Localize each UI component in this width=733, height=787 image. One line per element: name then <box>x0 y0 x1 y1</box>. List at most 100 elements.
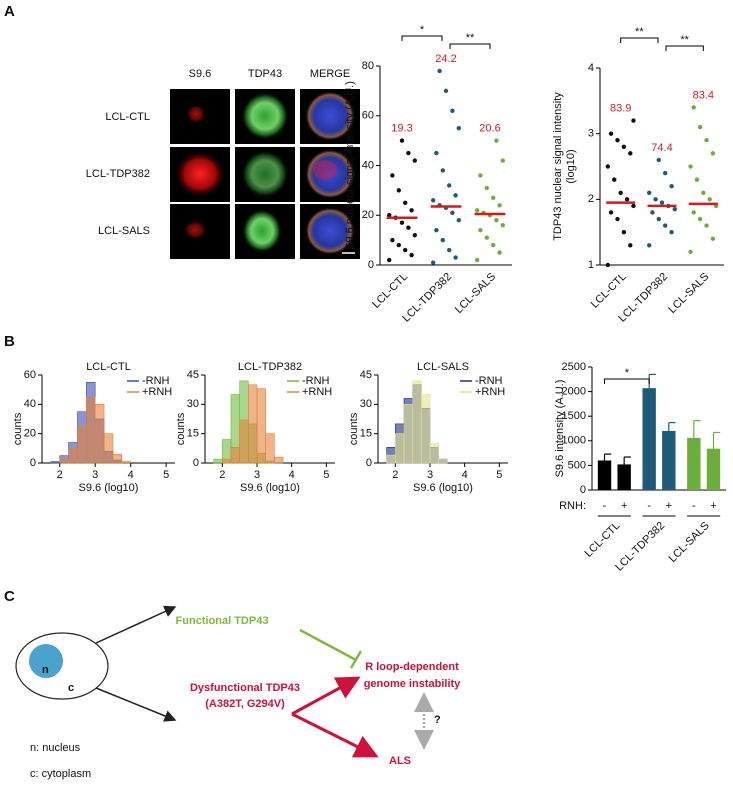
dot <box>456 125 461 131</box>
value-label: 83.9 <box>610 102 631 114</box>
x-tick-label: LCL-CTL <box>589 271 629 311</box>
x-tick-label: 5 <box>163 469 169 481</box>
panel-label: B <box>4 333 15 350</box>
histogram-bar <box>68 448 78 464</box>
dot <box>450 210 455 215</box>
dot <box>653 197 658 202</box>
y-axis-label: counts <box>348 412 360 445</box>
value-label: 20.6 <box>479 123 500 135</box>
dot <box>478 173 483 178</box>
value-label: 74.4 <box>651 142 672 154</box>
histogram-bar <box>103 433 114 464</box>
sub-category-label: + <box>666 500 672 512</box>
x-tick-label: LCL-CTL <box>582 520 622 560</box>
histogram-bar <box>412 380 422 464</box>
column-header: TDP43 <box>248 68 282 80</box>
dot <box>412 232 417 238</box>
nucleus-label: n <box>42 664 49 676</box>
x-tick-label: 4 <box>462 469 468 481</box>
y-axis-label: counts <box>175 412 187 445</box>
dot <box>491 195 496 201</box>
dot <box>704 138 709 143</box>
significance-bracket <box>401 35 443 41</box>
row-label: LCL-TDP382 <box>86 168 150 180</box>
x-tick-label: 4 <box>128 469 134 481</box>
y-tick-label: 3 <box>588 128 594 140</box>
panel-label: C <box>4 588 15 605</box>
dot <box>663 223 668 228</box>
dot <box>656 157 661 163</box>
dot <box>406 150 411 156</box>
dot <box>440 168 445 173</box>
significance-bracket <box>604 378 650 384</box>
dot <box>437 68 442 74</box>
dot <box>403 247 408 253</box>
legend-label: +RNH <box>302 386 332 398</box>
y-tick-label: 2500 <box>562 361 586 373</box>
dot <box>399 138 405 143</box>
legend-text: n: nucleus <box>30 742 81 754</box>
y-tick-label: 20 <box>362 209 374 221</box>
dot <box>694 177 700 182</box>
dysfunctional-label: Dysfunctional TDP43 <box>190 682 300 694</box>
x-tick-label: 2 <box>57 469 63 481</box>
dot <box>628 243 633 248</box>
dot <box>659 200 665 205</box>
dot <box>434 227 439 233</box>
value-label: 83.4 <box>693 89 714 101</box>
y-tick-label: 80 <box>362 60 374 72</box>
dot <box>390 173 395 178</box>
dot <box>688 249 693 255</box>
y-axis-label: (log10) <box>565 149 577 183</box>
y-axis-label: TDP43 nuclear signal intensity <box>552 92 564 241</box>
dot <box>443 88 449 94</box>
histogram-bar <box>86 396 96 464</box>
dot <box>631 118 636 123</box>
dot <box>399 220 405 225</box>
bar <box>706 448 721 490</box>
legend-label: -RNH <box>475 375 503 387</box>
dot <box>387 213 392 218</box>
x-axis-label: S9.6 (log10) <box>240 482 300 494</box>
dot <box>406 225 411 230</box>
dot <box>608 131 614 136</box>
dot <box>453 255 458 260</box>
dot <box>440 237 445 243</box>
dot <box>500 158 505 163</box>
y-tick-label: 30 <box>360 398 372 410</box>
dot <box>494 138 499 143</box>
significance-bracket <box>620 37 659 43</box>
dot <box>491 242 496 248</box>
dot <box>612 177 617 182</box>
x-tick-label: 5 <box>496 469 502 481</box>
dot <box>615 138 620 143</box>
y-tick-label: 0 <box>366 457 372 469</box>
y-tick-label: 1500 <box>562 410 586 422</box>
dot <box>403 200 408 206</box>
histogram-bar <box>77 426 87 464</box>
legend-label: -RNH <box>142 375 170 387</box>
panel-label: A <box>4 3 15 20</box>
diagram: n c Functional TDP43 Dysfunctional TDP43… <box>15 605 461 780</box>
dot <box>707 197 712 202</box>
sub-category-label: - <box>647 500 651 512</box>
sub-category-label: - <box>692 500 696 512</box>
dot <box>484 185 489 191</box>
dot <box>390 237 395 243</box>
histogram-bar <box>248 384 258 464</box>
bar <box>687 437 701 490</box>
dot <box>412 158 417 163</box>
x-tick-label: LCL-SALS <box>666 271 711 316</box>
sub-axis-label: RNH: <box>559 500 586 512</box>
dot <box>431 198 436 203</box>
y-tick-label: 20 <box>24 428 36 440</box>
y-tick-label: 0 <box>580 484 586 496</box>
dot <box>697 124 703 130</box>
als-label: ALS <box>389 755 411 767</box>
dot <box>605 262 611 268</box>
outcome-label: genome instability <box>364 678 461 690</box>
x-tick-label: 3 <box>427 469 433 481</box>
dot <box>621 144 627 149</box>
dot <box>672 206 677 212</box>
sub-category-label: + <box>621 500 627 512</box>
